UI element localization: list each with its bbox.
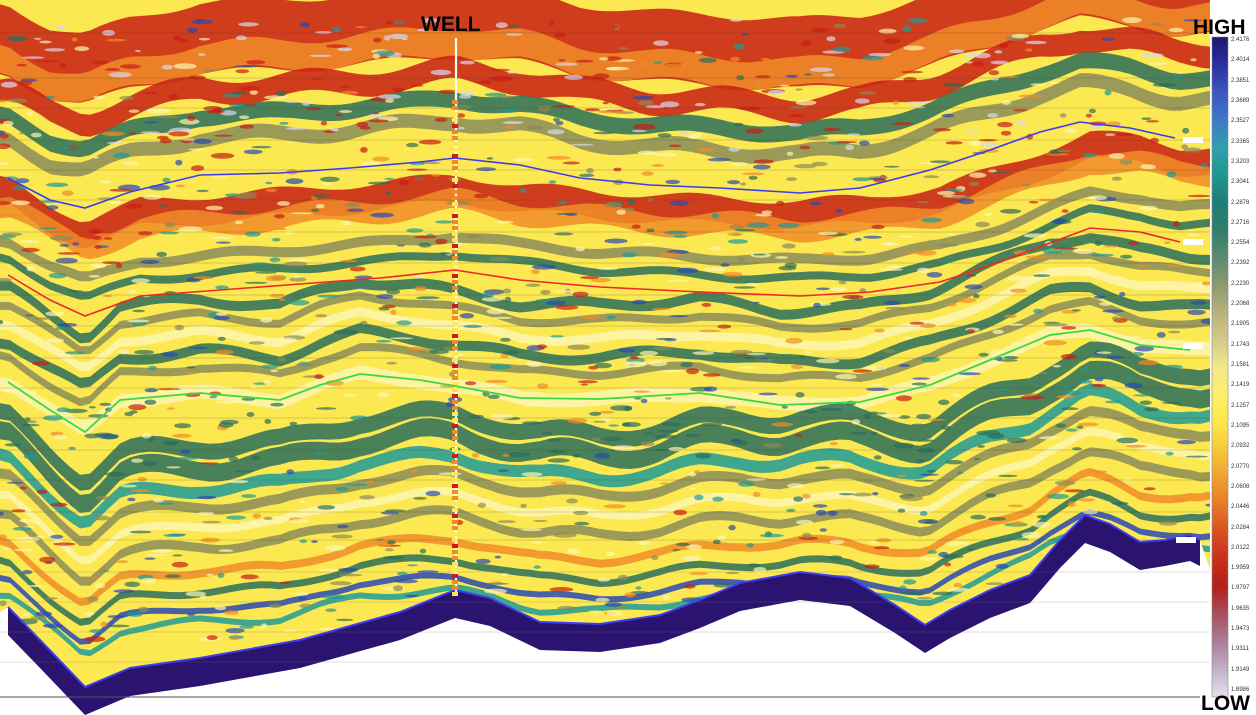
colorbar-tick-label: 2.3203 bbox=[1231, 158, 1250, 165]
horizon-red bbox=[7, 227, 1181, 317]
well-trajectory bbox=[452, 38, 458, 596]
horizon-blue bbox=[7, 121, 1176, 209]
colorbar-tick-label: 2.2230 bbox=[1231, 280, 1250, 287]
well-label: WELL bbox=[421, 13, 481, 36]
colorbar-tick-label: 2.1743 bbox=[1231, 341, 1250, 348]
colorbar-low-label: LOW bbox=[1201, 692, 1250, 715]
colorbar-high-label: HIGH bbox=[1193, 16, 1246, 39]
seismic-amplitude-body bbox=[0, 0, 1210, 687]
colorbar-tick-label: 2.2878 bbox=[1231, 199, 1250, 206]
colorbar-tick-label: 2.1905 bbox=[1231, 321, 1250, 328]
colorbar-tick-label: 2.2068 bbox=[1231, 301, 1250, 308]
colorbar-tick-label: 1.9959 bbox=[1231, 565, 1250, 572]
colorbar-tick-label: 1.9797 bbox=[1231, 585, 1250, 592]
colorbar-tick-label: 2.2392 bbox=[1231, 260, 1250, 267]
colorbar-tick-label: 2.3689 bbox=[1231, 97, 1250, 104]
colorbar-tick-label: 2.3527 bbox=[1231, 118, 1250, 125]
colorbar-tick-label: 2.1419 bbox=[1231, 382, 1250, 389]
colorbar-tick-label: 1.8986 bbox=[1231, 687, 1250, 693]
colorbar-tick-label: 2.0122 bbox=[1231, 544, 1250, 551]
colorbar-tick-label: 2.0446 bbox=[1231, 504, 1250, 511]
colorbar-tick-label: 1.9635 bbox=[1231, 605, 1250, 612]
colorbar-tick-label: 1.9311 bbox=[1231, 646, 1249, 653]
colorbar-tick-label: 2.4176 bbox=[1231, 37, 1250, 43]
colorbar-tick-label: 2.1095 bbox=[1231, 422, 1250, 429]
colorbar-tick-label: 2.1581 bbox=[1231, 362, 1250, 368]
colorbar-tick-label: 2.0770 bbox=[1231, 463, 1250, 470]
time-gridlines bbox=[0, 32, 1210, 541]
colorbar-tick-label: 2.0932 bbox=[1231, 443, 1250, 450]
seismic-speckles bbox=[0, 17, 1210, 642]
lower-gridlines bbox=[0, 571, 1210, 698]
horizon-edge-markers bbox=[1176, 137, 1203, 543]
colorbar-tick-label: 2.4014 bbox=[1231, 57, 1250, 64]
colorbar bbox=[1211, 36, 1229, 698]
colorbar-tick-label: 2.0284 bbox=[1231, 524, 1250, 531]
colorbar-tick-label: 2.3365 bbox=[1231, 138, 1250, 145]
colorbar-tick-label: 1.9473 bbox=[1231, 626, 1250, 633]
horizon-green bbox=[7, 329, 1191, 434]
colorbar-tick-label: 2.2554 bbox=[1231, 240, 1250, 247]
colorbar-tick-label: 2.3041 bbox=[1231, 179, 1250, 186]
colorbar-tick-label: 2.2716 bbox=[1231, 219, 1250, 226]
colorbar-tick-label: 2.0608 bbox=[1231, 483, 1250, 490]
basement-reflector bbox=[8, 515, 1200, 715]
colorbar-tick-label: 2.1257 bbox=[1231, 402, 1250, 409]
colorbar-tick-label: 1.9149 bbox=[1231, 666, 1250, 673]
basement-top-edge bbox=[7, 513, 1201, 689]
colorbar-tick-label: 2.3851 bbox=[1231, 77, 1250, 84]
